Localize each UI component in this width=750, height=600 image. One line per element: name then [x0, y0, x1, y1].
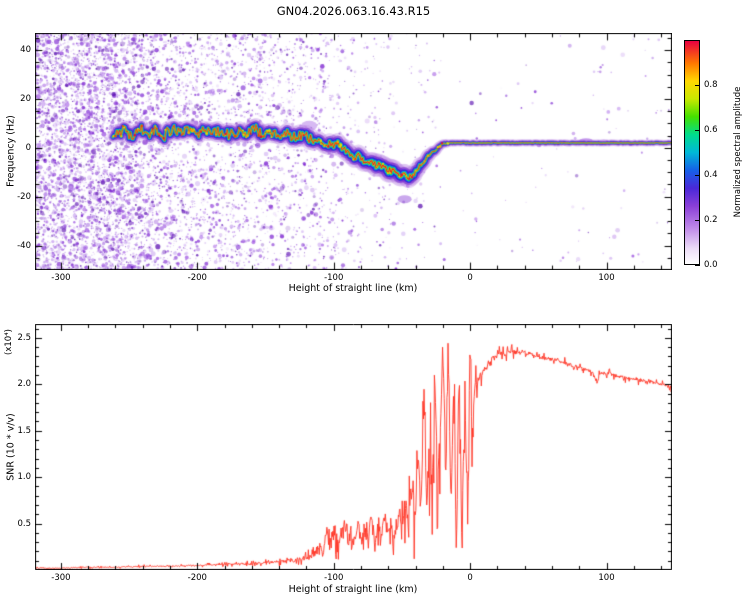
tick-label: -100 — [324, 573, 344, 583]
spectrogram-y-axis-label: Frequency (Hz) — [5, 115, 17, 187]
tick-label: -40 — [17, 240, 31, 251]
tick-label: -20 — [17, 191, 31, 202]
colorbar-tick — [695, 130, 700, 131]
tick-label: -200 — [187, 273, 207, 283]
tick-label: 1.5 — [17, 425, 31, 436]
tick-label: 0.4 — [704, 169, 718, 180]
snr-x-axis-label: Height of straight line (km) — [288, 584, 418, 595]
tick-label: 0.8 — [704, 79, 718, 90]
tick-label: 100 — [598, 273, 615, 283]
tick-label: 0 — [467, 273, 473, 283]
snr-y-axis-label: SNR (10 * v/v) — [5, 413, 17, 481]
tick-label: -300 — [51, 573, 71, 583]
colorbar-tick — [695, 175, 700, 176]
tick-label: 100 — [598, 573, 615, 583]
tick-label: 0 — [467, 573, 473, 583]
page-title: GN04.2026.063.16.43.R15 — [276, 4, 431, 18]
spectrogram-plot — [35, 33, 672, 270]
tick-label: 1.0 — [17, 471, 31, 482]
spectrogram-x-axis-label: Height of straight line (km) — [288, 283, 418, 294]
colorbar-tick — [695, 220, 700, 221]
tick-label: 0.0 — [704, 259, 718, 270]
tick-label: 0.6 — [704, 124, 718, 135]
colorbar-label: Normalized spectral amplitude — [733, 86, 743, 218]
snr-y-multiplier-label: (x10⁴) — [4, 329, 14, 355]
tick-label: -100 — [324, 273, 344, 283]
tick-label: 0 — [25, 142, 31, 153]
colorbar — [684, 40, 700, 265]
tick-label: -300 — [51, 273, 71, 283]
tick-label: 2.0 — [17, 379, 31, 390]
tick-label: 0.5 — [17, 518, 31, 529]
tick-label: 2.5 — [17, 332, 31, 343]
tick-label: -200 — [187, 573, 207, 583]
snr-plot — [35, 324, 672, 570]
tick-label: 20 — [20, 93, 31, 104]
tick-label: 40 — [20, 44, 31, 55]
colorbar-tick — [695, 85, 700, 86]
colorbar-tick — [695, 265, 700, 266]
tick-label: 0.2 — [704, 214, 718, 225]
